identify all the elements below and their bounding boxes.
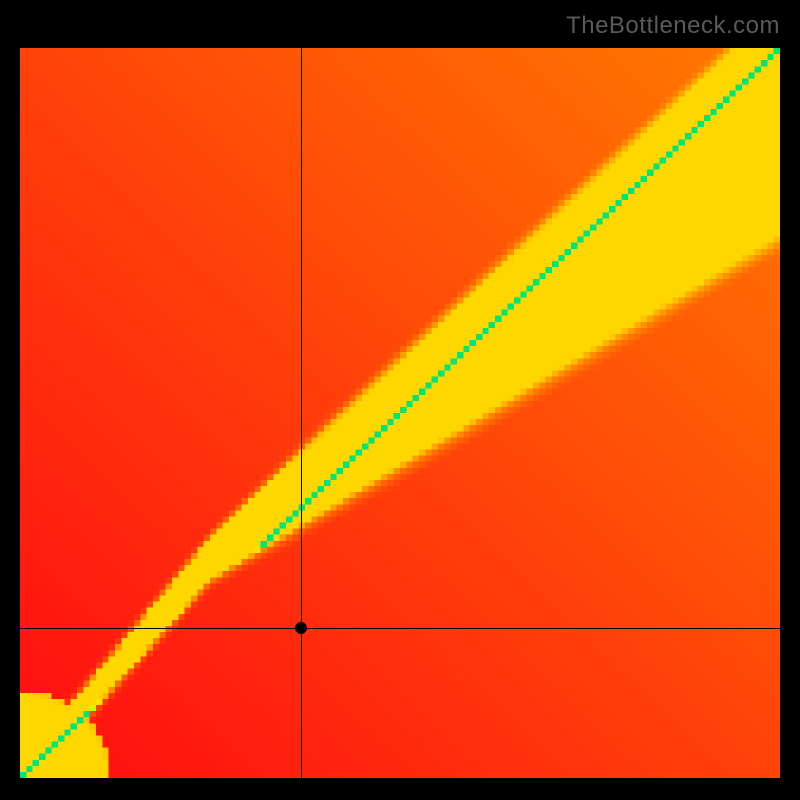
crosshair-vertical bbox=[301, 48, 302, 778]
crosshair-horizontal bbox=[20, 628, 780, 629]
watermark-text: TheBottleneck.com bbox=[566, 12, 780, 40]
heatmap-chart bbox=[20, 48, 780, 778]
marker-dot bbox=[295, 622, 307, 634]
heatmap-canvas bbox=[20, 48, 780, 778]
